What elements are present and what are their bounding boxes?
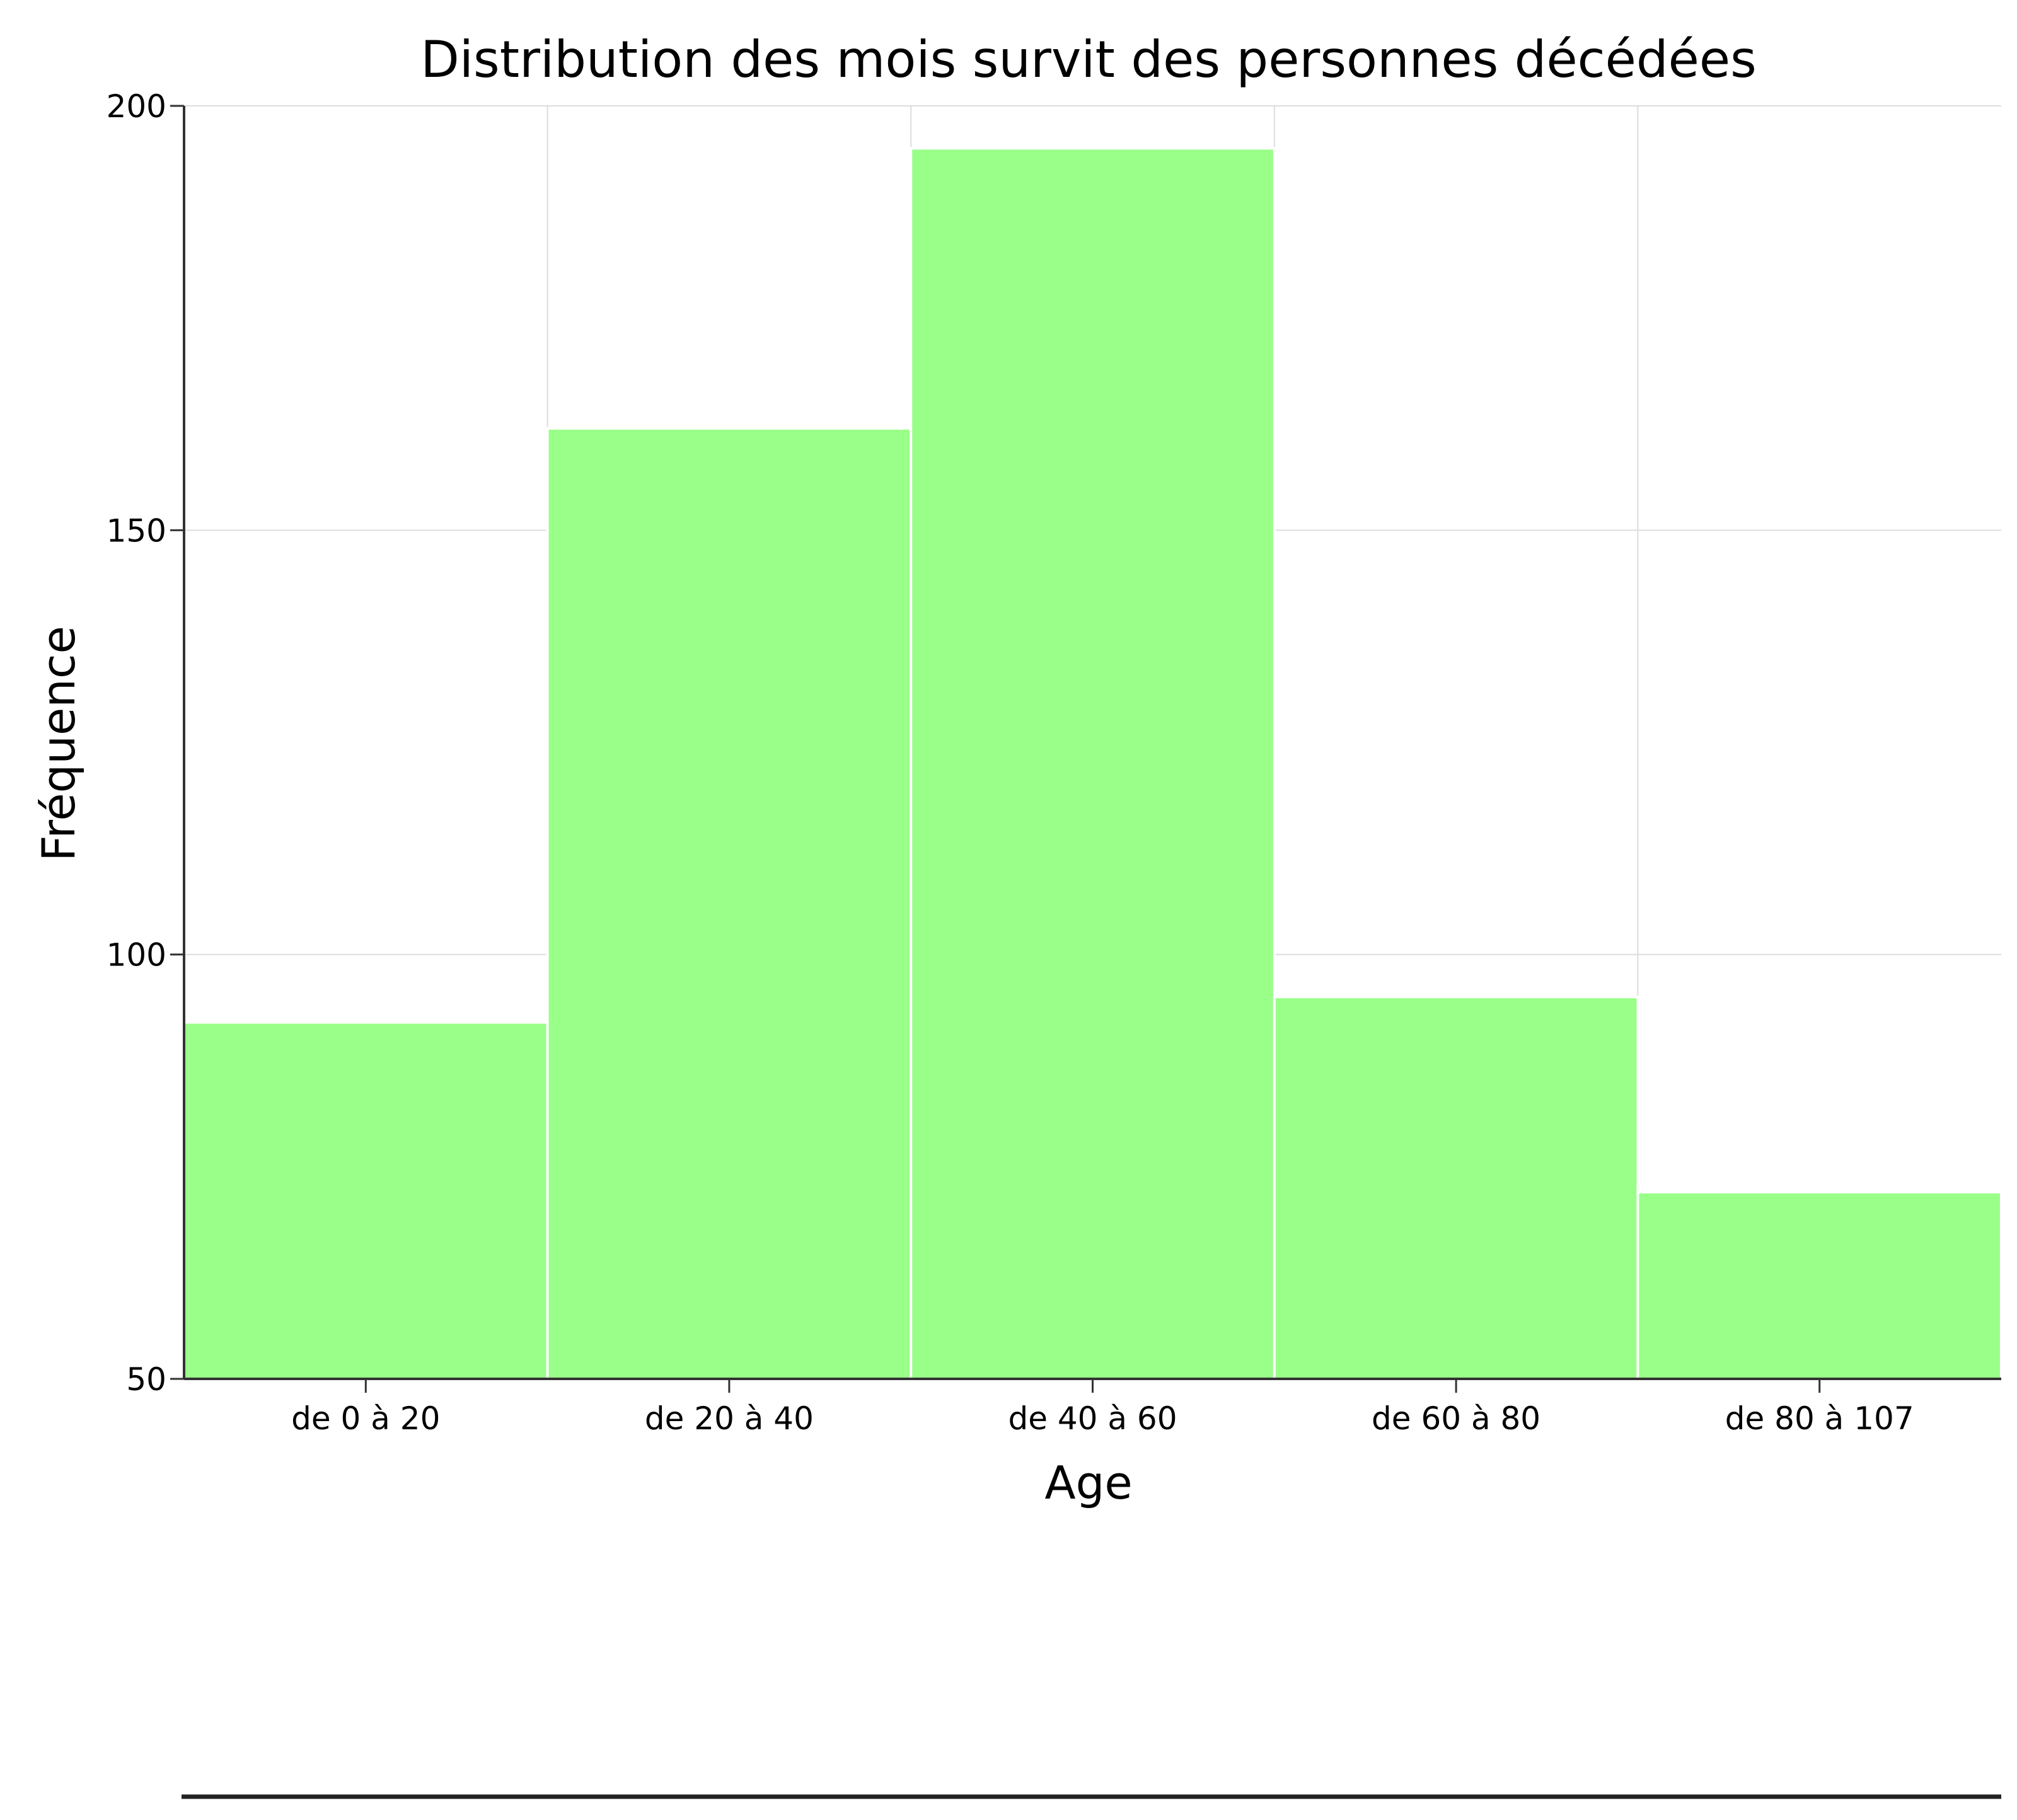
bars xyxy=(183,147,2003,1381)
y-tick-label: 100 xyxy=(107,937,166,974)
y-axis-title: Fréquence xyxy=(32,626,85,861)
x-tick-label: de 60 à 80 xyxy=(1372,1400,1540,1437)
x-tick-label: de 80 à 107 xyxy=(1725,1400,1914,1437)
x-tick-label: de 0 à 20 xyxy=(291,1400,440,1437)
y-tick-label: 50 xyxy=(126,1361,166,1398)
bar xyxy=(183,1021,549,1380)
x-tick-label: de 40 à 60 xyxy=(1008,1400,1177,1437)
axes: 50 100 150 200 de 0 à 20 de 20 à 40 de 40 à 60… xyxy=(107,88,2001,1437)
y-tick-label: 150 xyxy=(107,512,166,549)
bar xyxy=(546,427,913,1381)
x-axis-title: Age xyxy=(1044,1456,1132,1509)
chart-title: Distribution des mois survit des personn… xyxy=(420,30,1757,89)
bar xyxy=(1273,996,1639,1380)
y-tick-label: 200 xyxy=(107,88,166,125)
x-tick-label: de 20 à 40 xyxy=(645,1400,814,1437)
bar xyxy=(910,147,1276,1380)
bar xyxy=(1636,1190,2003,1380)
